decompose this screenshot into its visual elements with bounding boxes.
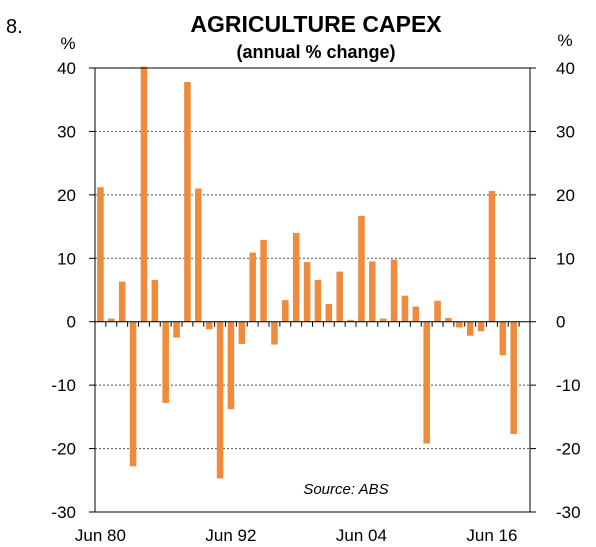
- y-tick-labels-right: -30 -20 -10 0 10 20 30 40: [556, 59, 581, 522]
- bar-2001: [325, 303, 333, 322]
- chart-title: AGRICULTURE CAPEX: [190, 11, 442, 37]
- bar-2000: [314, 279, 322, 322]
- bar-1999: [303, 262, 311, 322]
- bar-2006: [379, 318, 387, 322]
- bar-1980: [97, 187, 104, 322]
- bar-1995: [260, 239, 267, 322]
- y-tick-label-left: -10: [51, 376, 76, 395]
- bar-1991: [216, 321, 224, 479]
- bar-1993: [238, 321, 246, 344]
- y-tick-label-left: 20: [57, 186, 76, 205]
- y-axis-unit-right: %: [557, 31, 572, 50]
- y-tick-labels-left: -30 -20 -10 0 10 20 30 40: [51, 59, 76, 522]
- bar-2009: [412, 306, 420, 322]
- bar-2013: [456, 321, 463, 328]
- bar-1983: [129, 321, 137, 467]
- bars: [97, 66, 517, 479]
- y-tick-label-right: 10: [556, 249, 575, 268]
- bar-1998: [292, 232, 300, 322]
- bar-2017: [499, 321, 507, 356]
- y-tick-label-right: 30: [556, 122, 575, 141]
- bar-2010: [423, 321, 430, 444]
- bar-2011: [434, 300, 441, 322]
- bar-2004: [358, 215, 365, 322]
- bar-2015: [477, 321, 485, 332]
- bar-1984: [140, 66, 148, 322]
- x-tick-label: Jun 16: [466, 526, 517, 545]
- y-tick-label-left: 10: [57, 249, 76, 268]
- bar-1996: [271, 321, 278, 345]
- bar-2007: [390, 259, 398, 322]
- y-tick-label-right: 20: [556, 186, 575, 205]
- chart-subtitle: (annual % change): [236, 42, 395, 62]
- axes: [89, 67, 536, 513]
- x-tick-label: Jun 04: [336, 526, 387, 545]
- bar-1985: [151, 279, 159, 322]
- y-tick-label-right: 40: [556, 59, 575, 78]
- bar-2018: [510, 321, 517, 434]
- y-tick-label-right: 0: [556, 313, 565, 332]
- plot-frame: [94, 67, 531, 513]
- y-tick-label-right: -10: [556, 376, 581, 395]
- bar-1988: [184, 81, 191, 322]
- y-tick-label-left: 0: [67, 313, 76, 332]
- bar-1981: [108, 318, 115, 322]
- bar-1997: [282, 300, 289, 322]
- x-tick-label: Jun 80: [75, 526, 126, 545]
- bar-2005: [369, 261, 376, 322]
- bar-1994: [249, 252, 256, 322]
- bar-1990: [205, 321, 213, 330]
- bar-2003: [347, 319, 354, 322]
- y-tick-label-right: -30: [556, 503, 581, 522]
- bar-1989: [195, 188, 202, 322]
- bar-2016: [488, 191, 496, 322]
- y-tick-label-right: -20: [556, 440, 581, 459]
- y-tick-label-left: -20: [51, 440, 76, 459]
- figure-number: 8.: [6, 16, 23, 38]
- x-tick-label: Jun 92: [205, 526, 256, 545]
- y-tick-label-left: 40: [57, 59, 76, 78]
- gridlines: [95, 130, 530, 450]
- bar-1982: [118, 281, 126, 322]
- bar-2012: [445, 317, 452, 322]
- y-tick-label-left: 30: [57, 122, 76, 141]
- y-tick-label-left: -30: [51, 503, 76, 522]
- bar-2002: [336, 271, 343, 322]
- y-axis-unit-left: %: [60, 34, 75, 53]
- source-annotation: Source: ABS: [303, 481, 388, 498]
- bar-1986: [162, 321, 169, 403]
- bar-1992: [227, 321, 235, 410]
- bar-1987: [173, 321, 180, 338]
- bar-2014: [466, 321, 474, 336]
- x-tick-labels: Jun 80 Jun 92 Jun 04 Jun 16: [75, 526, 518, 545]
- bar-2008: [401, 295, 409, 322]
